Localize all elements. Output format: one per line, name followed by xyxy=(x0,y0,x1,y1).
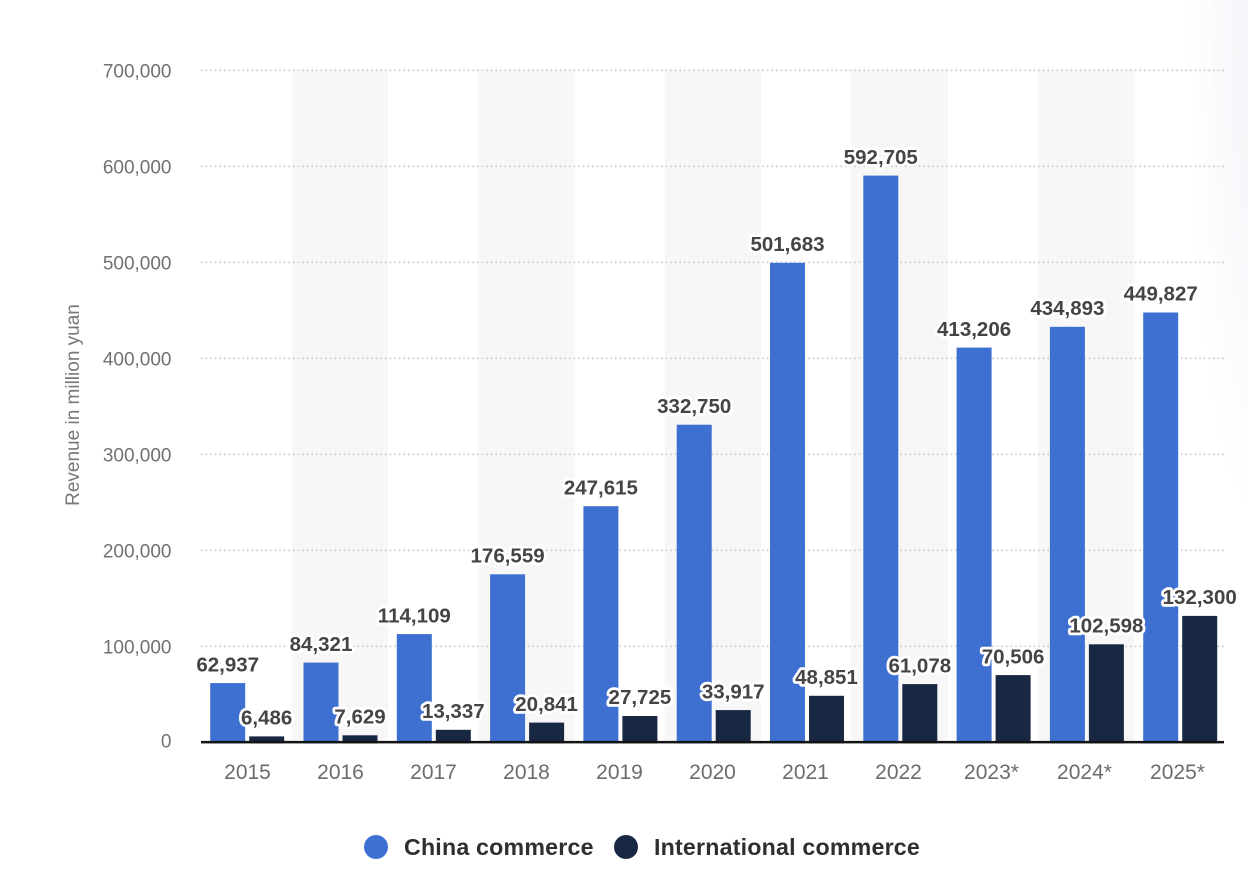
svg-text:27,725: 27,725 xyxy=(609,686,672,709)
svg-text:2015: 2015 xyxy=(224,761,271,784)
svg-text:2024*: 2024* xyxy=(1057,761,1112,784)
svg-text:84,321: 84,321 xyxy=(290,633,353,656)
svg-text:100,000: 100,000 xyxy=(103,637,172,658)
svg-text:62,937: 62,937 xyxy=(196,653,259,676)
svg-text:China commerce: China commerce xyxy=(404,834,594,860)
svg-text:200,000: 200,000 xyxy=(103,541,172,562)
svg-text:61,078: 61,078 xyxy=(888,654,951,677)
svg-text:13,337: 13,337 xyxy=(422,700,485,723)
svg-text:400,000: 400,000 xyxy=(103,349,172,370)
svg-text:300,000: 300,000 xyxy=(103,445,172,466)
svg-text:132,300: 132,300 xyxy=(1163,586,1237,609)
svg-text:2018: 2018 xyxy=(503,761,550,784)
svg-text:449,827: 449,827 xyxy=(1124,283,1198,306)
svg-text:2017: 2017 xyxy=(410,761,457,784)
svg-text:7,629: 7,629 xyxy=(334,706,385,729)
svg-text:700,000: 700,000 xyxy=(103,61,172,82)
svg-text:0: 0 xyxy=(161,732,172,753)
svg-text:2023*: 2023* xyxy=(964,761,1019,784)
svg-text:International commerce: International commerce xyxy=(654,834,920,860)
svg-text:Revenue in million yuan: Revenue in million yuan xyxy=(63,304,84,506)
svg-text:2021: 2021 xyxy=(782,761,829,784)
svg-text:2020: 2020 xyxy=(689,761,736,784)
svg-text:70,506: 70,506 xyxy=(982,645,1045,668)
svg-text:600,000: 600,000 xyxy=(103,157,172,178)
svg-text:176,559: 176,559 xyxy=(471,545,545,568)
svg-text:332,750: 332,750 xyxy=(657,395,731,418)
svg-text:114,109: 114,109 xyxy=(378,604,451,627)
svg-text:592,705: 592,705 xyxy=(844,146,918,169)
svg-text:2019: 2019 xyxy=(596,761,643,784)
svg-text:48,851: 48,851 xyxy=(795,666,858,689)
svg-text:2025*: 2025* xyxy=(1150,761,1205,784)
svg-text:20,841: 20,841 xyxy=(515,693,578,716)
svg-text:500,000: 500,000 xyxy=(103,253,172,274)
svg-text:2022: 2022 xyxy=(875,761,922,784)
svg-text:102,598: 102,598 xyxy=(1069,615,1143,638)
svg-text:33,917: 33,917 xyxy=(702,680,765,703)
svg-text:434,893: 434,893 xyxy=(1030,297,1104,320)
svg-text:501,683: 501,683 xyxy=(750,233,824,256)
svg-text:2016: 2016 xyxy=(317,761,364,784)
svg-text:6,486: 6,486 xyxy=(241,707,292,730)
svg-text:247,615: 247,615 xyxy=(564,476,638,499)
svg-text:413,206: 413,206 xyxy=(937,318,1011,341)
